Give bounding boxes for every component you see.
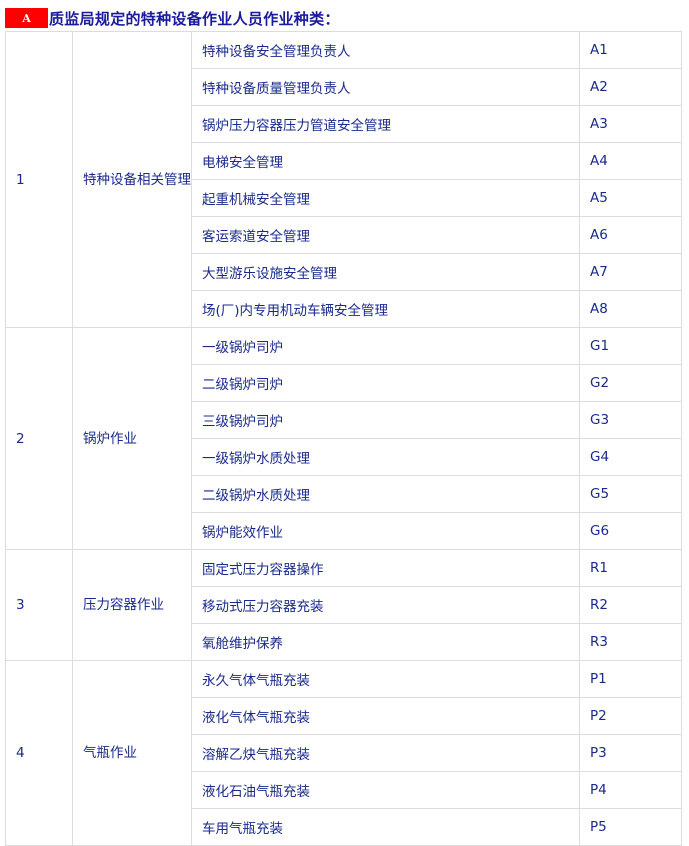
operation-code: R2 [579,586,682,624]
group-category: 气瓶作业 [72,660,192,846]
operation-code: P3 [579,734,682,772]
group-number: 1 [5,31,73,328]
operation-code: P2 [579,697,682,735]
operation-name: 电梯安全管理 [191,142,580,180]
operation-code: A7 [579,253,682,291]
table-row: 二级锅炉司炉 G2 [6,364,682,402]
section-badge: A [5,8,48,28]
operation-name: 移动式压力容器充装 [191,586,580,624]
operation-name: 客运索道安全管理 [191,216,580,254]
section-title: 质监局规定的特种设备作业人员作业种类： [49,9,340,28]
operation-code: R3 [579,623,682,661]
table-row: 特种设备质量管理负责人 A2 [6,68,682,106]
operation-code: A5 [579,179,682,217]
operation-code: A6 [579,216,682,254]
table-row: 1 特种设备相关管理 特种设备安全管理负责人 A1 [5,31,682,328]
operation-name: 氧舱维护保养 [191,623,580,661]
operation-code: G4 [579,438,682,476]
operation-code: G2 [579,364,682,402]
operation-code: A8 [579,290,682,328]
operation-code: P5 [579,808,682,846]
section-header: A 质监局规定的特种设备作业人员作业种类： [5,8,340,28]
group-number: 3 [5,549,73,661]
table-row: 锅炉能效作业 G6 [6,512,682,550]
table-row: 3 压力容器作业 固定式压力容器操作 R1 [5,549,682,661]
table-row: 三级锅炉司炉 G3 [6,401,682,439]
operation-code: A1 [579,31,682,69]
operation-name: 特种设备安全管理负责人 [191,31,580,69]
table-row: 客运索道安全管理 A6 [6,216,682,254]
operation-name: 场(厂)内专用机动车辆安全管理 [191,290,580,328]
operation-name: 固定式压力容器操作 [191,549,580,587]
group-number: 4 [5,660,73,846]
operation-name: 特种设备质量管理负责人 [191,68,580,106]
table-row: 起重机械安全管理 A5 [6,179,682,217]
operation-name: 锅炉压力容器压力管道安全管理 [191,105,580,143]
operation-name: 二级锅炉司炉 [191,364,580,402]
operation-name: 大型游乐设施安全管理 [191,253,580,291]
group-category: 特种设备相关管理 [72,31,192,328]
table-row: 大型游乐设施安全管理 A7 [6,253,682,291]
operation-name: 二级锅炉水质处理 [191,475,580,513]
operation-code: A4 [579,142,682,180]
operation-code: G1 [579,327,682,365]
operation-code: A2 [579,68,682,106]
operation-types-table: 1 特种设备相关管理 特种设备安全管理负责人 A1 特种设备质量管理负责人 A2 锅炉压力容… [5,31,682,846]
operation-code: R1 [579,549,682,587]
table-row: 溶解乙炔气瓶充装 P3 [6,734,682,772]
table-row: 氧舱维护保养 R3 [6,623,682,661]
table-row: 移动式压力容器充装 R2 [6,586,682,624]
table-row: 2 锅炉作业 一级锅炉司炉 G1 [5,327,682,550]
table-row: 场(厂)内专用机动车辆安全管理 A8 [6,290,682,328]
operation-name: 起重机械安全管理 [191,179,580,217]
table-row: 液化气体气瓶充装 P2 [6,697,682,735]
group-category: 锅炉作业 [72,327,192,550]
operation-name: 一级锅炉司炉 [191,327,580,365]
operation-name: 锅炉能效作业 [191,512,580,550]
operation-name: 溶解乙炔气瓶充装 [191,734,580,772]
table-row: 锅炉压力容器压力管道安全管理 A3 [6,105,682,143]
operation-name: 一级锅炉水质处理 [191,438,580,476]
operation-name: 三级锅炉司炉 [191,401,580,439]
operation-code: A3 [579,105,682,143]
group-number: 2 [5,327,73,550]
group-category: 压力容器作业 [72,549,192,661]
table-row: 电梯安全管理 A4 [6,142,682,180]
operation-code: P4 [579,771,682,809]
operation-name: 车用气瓶充装 [191,808,580,846]
table-row: 二级锅炉水质处理 G5 [6,475,682,513]
operation-name: 液化气体气瓶充装 [191,697,580,735]
operation-code: G6 [579,512,682,550]
operation-code: P1 [579,660,682,698]
table-row: 4 气瓶作业 永久气体气瓶充装 P1 [5,660,682,846]
operation-code: G5 [579,475,682,513]
operation-name: 液化石油气瓶充装 [191,771,580,809]
operation-name: 永久气体气瓶充装 [191,660,580,698]
table-row: 液化石油气瓶充装 P4 [6,771,682,809]
operation-code: G3 [579,401,682,439]
